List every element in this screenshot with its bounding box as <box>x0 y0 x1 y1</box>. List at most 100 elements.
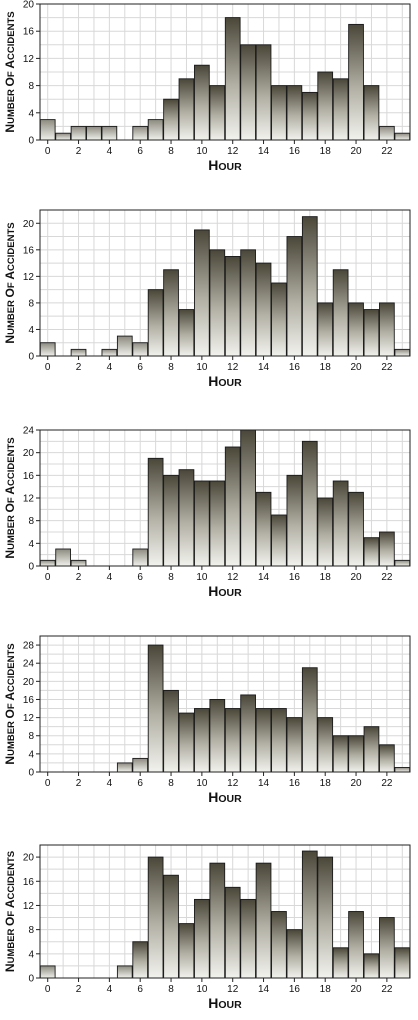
bar <box>255 44 272 141</box>
x-tick-label: 0 <box>45 984 51 995</box>
x-axis-title: HOUR <box>208 373 242 389</box>
x-tick-label: 0 <box>45 362 51 373</box>
x-axis-title: HOUR <box>208 995 242 1011</box>
bar <box>271 708 287 773</box>
bar <box>394 559 411 567</box>
y-tick-label: 8 <box>28 925 34 936</box>
x-tick-label: 18 <box>320 572 332 583</box>
x-tick-label: 4 <box>107 146 113 157</box>
y-tick-label: 4 <box>28 325 34 336</box>
bar <box>240 44 256 141</box>
bar <box>286 236 303 357</box>
y-tick-label: 24 <box>23 426 35 437</box>
bar <box>394 132 411 141</box>
bar <box>271 282 287 357</box>
bar <box>178 78 195 141</box>
bar <box>194 708 210 773</box>
x-tick-label: 2 <box>76 778 82 789</box>
bar <box>301 667 318 773</box>
bar <box>132 757 149 773</box>
bar <box>209 249 226 357</box>
x-tick-label: 20 <box>350 572 362 583</box>
y-tick-label: 4 <box>28 108 34 119</box>
x-tick-label: 16 <box>289 572 301 583</box>
x-tick-label: 8 <box>168 146 174 157</box>
y-tick-label: 0 <box>28 768 34 779</box>
y-tick-label: 16 <box>23 245 35 256</box>
bar <box>271 85 287 141</box>
y-tick-label: 20 <box>23 853 35 864</box>
y-tick-label: 20 <box>23 219 35 230</box>
x-tick-label: 14 <box>258 362 270 373</box>
bar <box>301 850 318 979</box>
x-tick-label: 22 <box>381 572 393 583</box>
bar <box>317 302 334 357</box>
bar <box>163 689 179 773</box>
bar <box>39 965 56 979</box>
y-tick-label: 12 <box>23 713 35 724</box>
bar <box>224 886 241 979</box>
bar <box>55 132 71 141</box>
bar <box>70 559 87 567</box>
x-axis-title: HOUR <box>208 789 242 805</box>
bar <box>332 947 349 979</box>
x-tick-label: 14 <box>258 778 270 789</box>
bar <box>86 125 102 141</box>
x-tick-label: 14 <box>258 146 270 157</box>
bar <box>348 911 364 979</box>
y-tick-label: 20 <box>23 448 35 459</box>
x-tick-label: 22 <box>381 778 393 789</box>
x-tick-label: 18 <box>320 362 332 373</box>
bar <box>70 125 87 141</box>
bar <box>194 898 210 979</box>
y-tick-label: 16 <box>23 471 35 482</box>
x-tick-label: 22 <box>381 984 393 995</box>
bar <box>363 537 380 567</box>
bar <box>209 85 226 141</box>
x-tick-label: 6 <box>137 984 143 995</box>
bar <box>379 302 395 357</box>
bar <box>301 216 318 357</box>
x-tick-label: 12 <box>227 778 239 789</box>
y-tick-label: 12 <box>23 494 35 505</box>
bar <box>348 491 364 567</box>
y-tick-label: 8 <box>28 81 34 92</box>
x-tick-label: 10 <box>196 572 208 583</box>
bar <box>39 559 56 567</box>
x-tick-label: 10 <box>196 778 208 789</box>
axes-frame <box>39 844 411 979</box>
bar <box>240 694 256 773</box>
bar <box>332 480 349 567</box>
bar <box>286 85 303 141</box>
bar <box>317 856 334 979</box>
x-tick-label: 8 <box>168 362 174 373</box>
x-tick-label: 6 <box>137 572 143 583</box>
bar <box>147 457 164 567</box>
bar <box>147 856 164 979</box>
y-tick-label: 24 <box>23 659 35 670</box>
x-tick-label: 20 <box>350 984 362 995</box>
chart-panel-2: 0 4 8 12 16 20 0 2 4 6 8 10 12 14 16 18 20 22 HOUR NUMBER O… <box>3 209 411 389</box>
bar <box>132 125 149 141</box>
bar <box>147 644 164 773</box>
bar <box>394 767 411 773</box>
x-tick-label: 20 <box>350 362 362 373</box>
bar <box>55 548 71 567</box>
x-tick-label: 8 <box>168 572 174 583</box>
bar <box>348 302 364 357</box>
x-tick-label: 6 <box>137 146 143 157</box>
x-tick-label: 2 <box>76 572 82 583</box>
axes-frame <box>39 3 411 141</box>
bar <box>332 735 349 773</box>
x-tick-label: 12 <box>227 572 239 583</box>
bar <box>363 85 380 141</box>
bar <box>271 514 287 567</box>
x-tick-label: 2 <box>76 146 82 157</box>
y-axis-title: NUMBER OF ACCIDENTS <box>3 643 17 764</box>
bar <box>332 78 349 141</box>
x-tick-label: 22 <box>381 146 393 157</box>
x-tick-label: 0 <box>45 146 51 157</box>
bar <box>394 947 411 979</box>
y-tick-label: 12 <box>23 272 35 283</box>
